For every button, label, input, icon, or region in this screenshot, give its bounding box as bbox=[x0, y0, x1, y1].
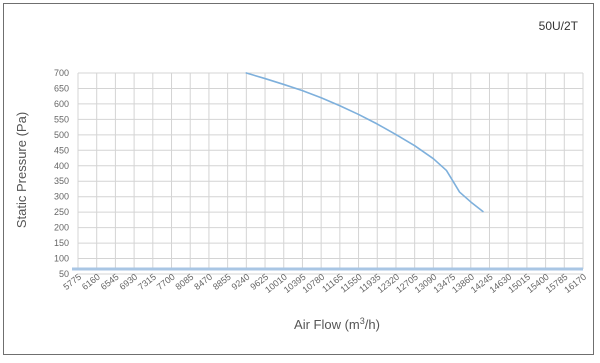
y-axis-title: Static Pressure (Pa) bbox=[14, 112, 29, 228]
x-tick-label: 6545 bbox=[99, 272, 121, 292]
y-tick-label: 600 bbox=[54, 99, 69, 109]
y-tick-label: 700 bbox=[54, 68, 69, 78]
y-tick-label: 450 bbox=[54, 145, 69, 155]
x-tick-label: 8470 bbox=[192, 272, 214, 292]
y-tick-labels: 50 100 150 200 250 300 350 400 450 500 550 600 650 70… bbox=[54, 68, 69, 279]
x-axis-title-main: Air Flow (m bbox=[294, 317, 360, 332]
x-tick-label: 16170 bbox=[562, 272, 588, 295]
chart-title: 50U/2T bbox=[539, 19, 579, 33]
x-tick-label: 6930 bbox=[117, 272, 139, 292]
y-tick-label: 100 bbox=[54, 254, 69, 264]
x-tick-label: 8855 bbox=[211, 272, 233, 292]
y-tick-label: 150 bbox=[54, 238, 69, 248]
x-axis-title: Air Flow (m3/h) bbox=[294, 316, 380, 332]
y-tick-label: 200 bbox=[54, 223, 69, 233]
y-tick-label: 50 bbox=[59, 269, 69, 279]
x-tick-label: 8085 bbox=[174, 272, 196, 292]
x-axis-title-superscript: 3 bbox=[360, 316, 365, 326]
y-tick-label: 400 bbox=[54, 161, 69, 171]
y-tick-label: 250 bbox=[54, 207, 69, 217]
x-tick-label: 9240 bbox=[230, 272, 252, 292]
chart-frame bbox=[3, 3, 594, 355]
x-tick-label: 7700 bbox=[155, 272, 177, 292]
pressure-curve-line bbox=[245, 72, 484, 213]
y-tick-label: 350 bbox=[54, 176, 69, 186]
y-gridlines bbox=[78, 72, 583, 275]
x-tick-label: 6160 bbox=[80, 272, 102, 292]
y-tick-label: 500 bbox=[54, 130, 69, 140]
x-axis-title-suffix: /h) bbox=[365, 317, 380, 332]
y-tick-label: 550 bbox=[54, 114, 69, 124]
x-tick-labels: 5775616065456930731577008085847088559240… bbox=[61, 272, 588, 295]
x-gridlines bbox=[77, 73, 584, 269]
x-tick-label: 7315 bbox=[136, 272, 158, 292]
y-tick-label: 300 bbox=[54, 192, 69, 202]
y-tick-label: 650 bbox=[54, 83, 69, 93]
